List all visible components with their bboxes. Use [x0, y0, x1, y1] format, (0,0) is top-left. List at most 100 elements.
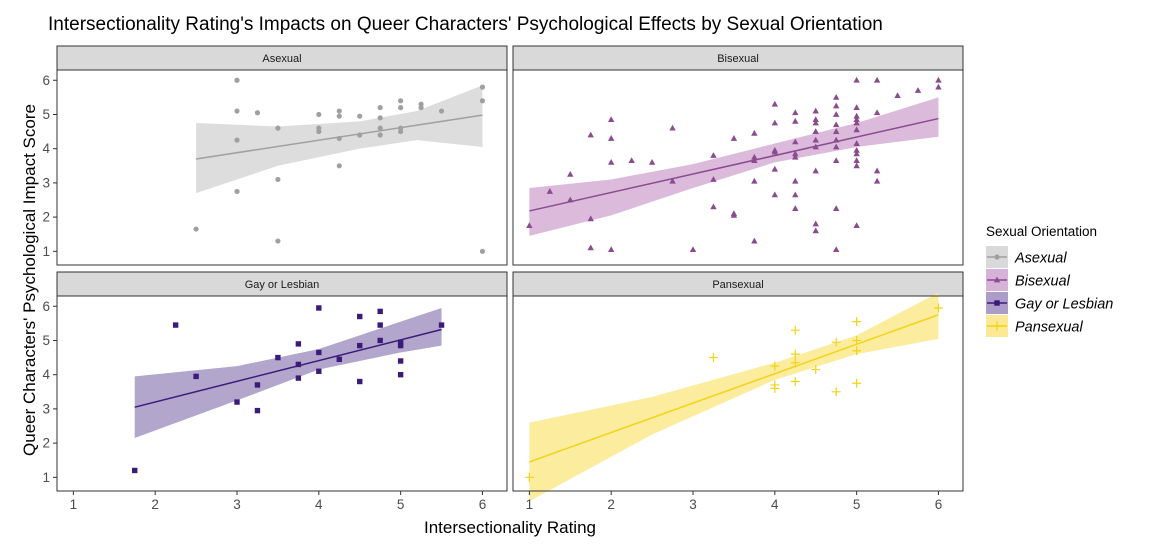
- x-axis-title: Intersectionality Rating: [424, 518, 596, 537]
- data-point-bisexual: [751, 237, 758, 244]
- data-point-asexual: [275, 238, 281, 244]
- data-point-gay-or-lesbian: [295, 375, 302, 381]
- data-point-bisexual: [751, 177, 758, 184]
- data-point-asexual: [479, 84, 486, 90]
- x-tick-label: 2: [607, 497, 615, 512]
- x-tick-label: 6: [479, 497, 487, 512]
- data-point-asexual: [234, 137, 240, 143]
- data-point-bisexual: [792, 117, 799, 124]
- data-point-bisexual: [812, 116, 819, 123]
- data-point-bisexual: [607, 158, 615, 165]
- legend-item-pansexual: Pansexual: [986, 315, 1083, 337]
- data-point-pansexual: [852, 317, 862, 327]
- data-point-bisexual: [853, 157, 860, 164]
- x-tick-label: 5: [397, 497, 405, 512]
- legend-label-gay-or-lesbian: Gay or Lesbian: [1015, 297, 1113, 313]
- data-point-gay-or-lesbian: [132, 467, 138, 474]
- x-tick-label: 3: [689, 497, 697, 512]
- data-point-gay-or-lesbian: [336, 356, 342, 362]
- data-point-asexual: [398, 105, 404, 111]
- data-point-bisexual: [607, 135, 615, 141]
- data-point-bisexual: [792, 191, 799, 198]
- data-point-bisexual: [567, 170, 574, 177]
- data-point-bisexual: [812, 167, 819, 174]
- y-tick-label: 5: [42, 107, 50, 122]
- data-point-asexual: [316, 128, 322, 135]
- data-point-bisexual: [832, 93, 840, 100]
- data-point-bisexual: [832, 205, 840, 211]
- data-point-bisexual: [812, 136, 819, 143]
- data-point-gay-or-lesbian: [172, 322, 179, 328]
- x-tick-label: 5: [853, 497, 861, 512]
- strip-bisexual: [512, 45, 964, 71]
- data-point-bisexual: [546, 188, 554, 194]
- data-point-asexual: [336, 163, 342, 169]
- data-point-bisexual: [710, 152, 717, 158]
- y-tick-label: 3: [42, 401, 50, 416]
- y-tick-label: 6: [42, 299, 50, 314]
- data-point-gay-or-lesbian: [193, 373, 199, 380]
- data-point-asexual: [234, 77, 240, 83]
- data-point-bisexual: [935, 76, 942, 83]
- strip-gay-or-lesbian: [56, 271, 508, 297]
- data-point-gay-or-lesbian: [377, 337, 383, 344]
- data-point-asexual: [377, 105, 383, 111]
- data-point-bisexual: [792, 153, 799, 160]
- y-tick-label: 2: [42, 210, 50, 225]
- fit-line-asexual: [195, 114, 483, 160]
- data-point-bisexual: [792, 109, 799, 116]
- data-point-bisexual: [935, 83, 942, 90]
- legend-label-pansexual: Pansexual: [1015, 320, 1083, 336]
- data-point-asexual: [234, 188, 240, 195]
- data-point-bisexual: [751, 153, 758, 160]
- fit-line-gay-or-lesbian: [134, 328, 442, 408]
- data-point-gay-or-lesbian: [357, 378, 363, 385]
- data-point-bisexual: [894, 92, 901, 99]
- data-point-asexual: [377, 115, 383, 121]
- x-tick-label: 4: [315, 497, 323, 512]
- data-point-bisexual: [832, 111, 840, 117]
- strip-label-asexual: Asexual: [262, 53, 301, 65]
- legend-title: Sexual Orientation: [986, 224, 1097, 239]
- data-point-bisexual: [832, 128, 840, 134]
- data-point-pansexual: [524, 472, 534, 482]
- strip-label-pansexual: Pansexual: [712, 279, 763, 291]
- data-point-pansexual: [770, 383, 780, 393]
- data-point-bisexual: [771, 119, 779, 126]
- confidence-band-gay-or-lesbian: [134, 307, 442, 438]
- data-point-bisexual: [832, 121, 840, 128]
- data-point-gay-or-lesbian: [397, 342, 404, 349]
- legend-item-gay-or-lesbian: Gay or Lesbian: [986, 292, 1113, 314]
- data-point-pansexual: [708, 353, 718, 363]
- data-point-gay-or-lesbian: [397, 339, 404, 345]
- data-point-gay-or-lesbian: [357, 342, 363, 349]
- data-point-bisexual: [587, 244, 594, 251]
- strip-label-bisexual: Bisexual: [717, 53, 759, 65]
- data-point-bisexual: [853, 112, 860, 119]
- y-tick-label: 4: [42, 141, 50, 156]
- data-point-bisexual: [812, 119, 819, 126]
- data-point-bisexual: [853, 222, 860, 229]
- x-tick-label: 4: [771, 497, 779, 512]
- data-point-asexual: [377, 132, 383, 138]
- fit-line-pansexual: [529, 314, 939, 463]
- data-point-bisexual: [792, 150, 799, 157]
- data-point-bisexual: [771, 100, 779, 107]
- legend: Sexual Orientation Asexual Bisexual Gay or …: [986, 224, 1113, 337]
- data-point-bisexual: [853, 162, 860, 169]
- panel-pansexual: Pansexual 1 2 3 4 5 6: [512, 271, 964, 512]
- panel-border-gay-or-lesbian: [56, 295, 508, 492]
- data-point-asexual: [377, 125, 383, 131]
- x-tick-label: 6: [935, 497, 943, 512]
- legend-key-marker-pansexual: [992, 321, 1002, 331]
- fit-line-bisexual: [529, 117, 939, 212]
- panel-bg-asexual: [57, 70, 507, 265]
- data-point-pansexual: [852, 346, 862, 356]
- data-point-bisexual: [873, 167, 881, 174]
- data-point-bisexual: [751, 129, 758, 136]
- data-point-gay-or-lesbian: [295, 361, 302, 368]
- data-point-pansexual: [790, 325, 800, 335]
- y-tick-label: 1: [42, 470, 50, 485]
- y-tick-label: 2: [42, 436, 50, 451]
- data-point-bisexual: [771, 191, 779, 198]
